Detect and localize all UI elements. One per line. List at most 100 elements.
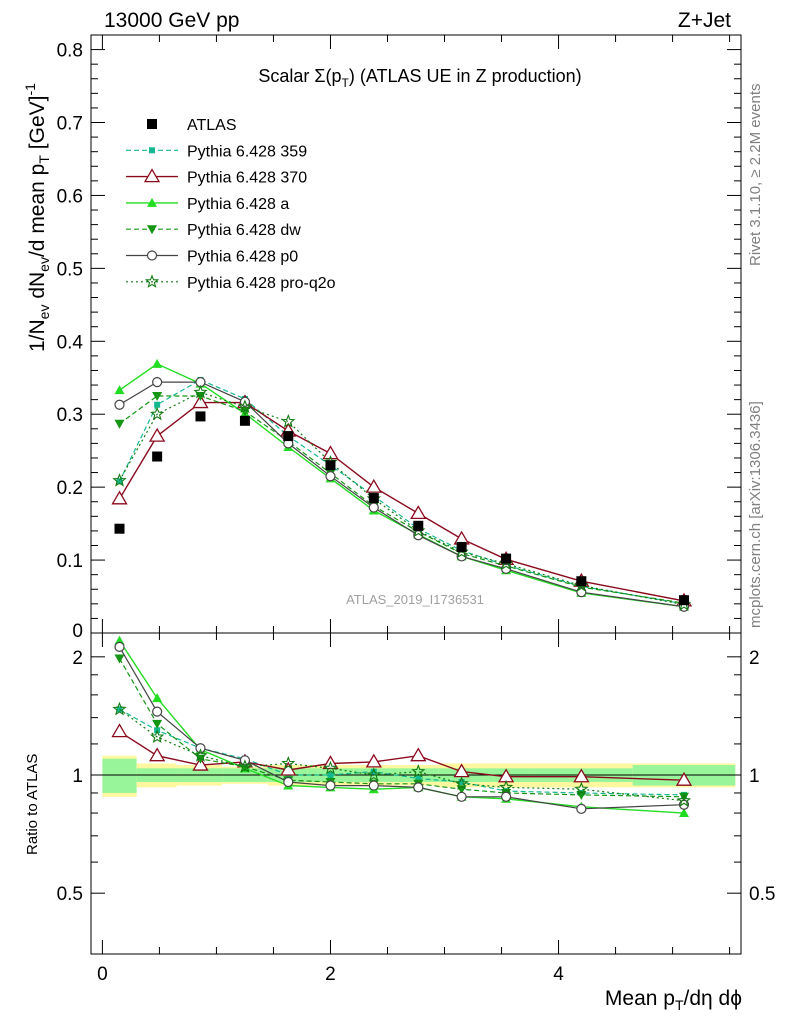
data-point-atlas [678,595,689,606]
data-point-atlas [501,553,512,564]
ratio-point-pp0 [500,791,512,802]
data-point-atlas [152,451,163,462]
analysis-watermark: ATLAS_2019_I1736531 [346,592,484,607]
ratio-point-pq2o [193,748,208,762]
legend-label-p370: Pythia 6.428 370 [187,170,307,187]
data-point-pp0 [325,471,336,482]
ratio-point-pa [678,808,689,818]
ratio-plot-frame [90,632,742,955]
y-tick-label: 0.4 [57,332,84,353]
ratio-point-pq2o [411,764,426,778]
ratio-line-p370 [119,731,685,781]
data-point-atlas [576,576,587,587]
data-point-pa [152,358,163,368]
mcplots-label: mcplots.cern.ch [arXiv:1306.3436] [747,401,764,628]
ratio-line-pp0 [118,646,685,810]
y-tick-label: 0.8 [57,41,83,62]
ratio-y-axis-label: Ratio to ATLAS [24,754,41,855]
ratio-point-p370 [365,753,382,768]
data-point-atlas [456,541,467,552]
main-y-axis-label: 1/Nev dNev/d mean pT [GeV]-1 [22,83,52,352]
data-point-p370 [111,490,128,505]
legend-marker-atlas [147,119,157,129]
data-point-atlas [239,415,250,426]
ratio-y-tick-label: 0.5 [57,884,83,905]
legend-marker-pq2o [144,274,160,288]
ratio-point-p370 [675,771,693,786]
ratio-point-pq2o [574,781,589,796]
ratio-line-p359 [119,708,685,796]
ratio-band-inner [102,758,137,793]
x-tick-label: 4 [553,964,564,985]
ratio-y-tick-label-right: 2 [749,648,760,669]
plot-title: Scalar Σ(pT) (ATLAS UE in Z production) [258,66,581,90]
ratio-point-pdw [114,654,125,664]
ratio-point-pq2o [237,759,253,773]
data-point-p370 [322,445,339,460]
data-point-pp0 [152,377,163,388]
data-point-pp0 [500,563,512,574]
ratio-y-tick-label: 1 [72,766,83,787]
data-point-pp0 [368,502,379,513]
data-point-pa [114,385,125,395]
ratio-point-pdw [678,792,689,802]
ratio-point-p370 [280,761,297,776]
process-label: Z+Jet [678,9,731,32]
ratio-point-pq2o [676,793,692,807]
ratio-point-pp0 [368,780,379,791]
ratio-point-pq2o [112,701,127,716]
legend: ATLAS Pythia 6.428 359 Pythia 6.428 370 Pyt… [126,117,336,292]
ratio-point-p359 [327,772,334,779]
ratio-point-p359 [458,778,465,785]
legend-label-pdw: Pythia 6.428 dw [187,222,301,239]
y-tick-label: 0.7 [57,114,83,135]
ratio-axis-ticks: 0.5 0.5 1 1 2 2 0 2 4 [57,633,775,985]
legend-label-p359: Pythia 6.428 359 [187,143,307,160]
data-point-pq2o [112,473,127,487]
ratio-point-pq2o [366,767,381,782]
ratio-point-pa [152,693,163,703]
data-point-atlas [325,460,336,471]
ratio-point-pp0 [114,641,125,652]
ratio-point-pq2o [149,729,165,744]
legend-marker-p359 [149,147,155,154]
x-tick-label: 0 [97,964,108,985]
ratio-point-p370 [573,768,590,783]
ratio-point-pp0 [456,791,467,802]
data-point-atlas [368,493,379,504]
ratio-y-tick-label: 2 [72,648,83,669]
data-point-atlas [195,411,206,422]
legend-marker-pdw [147,225,157,235]
x-tick-label: 2 [325,964,336,985]
ratio-point-pq2o [323,760,338,775]
ratio-point-pq2o [498,779,514,794]
y-tick-label: 0 [72,621,83,642]
y-tick-label: 0.6 [57,186,83,207]
legend-label-pq2o: Pythia 6.428 pro-q2o [187,275,336,292]
data-point-pdw [152,391,163,401]
y-tick-label: 0.3 [57,405,83,426]
ratio-point-pa [114,635,125,645]
ratio-point-p370 [149,747,166,762]
ratio-line-pq2o [119,708,685,802]
ratio-point-pq2o [454,776,469,790]
main-axis-ticks: 0.1 0.2 0.3 0.4 0.5 0.6 0.7 0.8 0 [57,35,741,642]
legend-label-pp0: Pythia 6.428 p0 [187,249,298,266]
data-point-pp0 [114,399,125,410]
data-point-atlas [114,523,125,534]
energy-label: 13000 GeV pp [104,9,239,32]
data-point-pq2o [149,406,165,421]
data-point-p370 [149,427,166,442]
ratio-point-pp0 [576,803,587,814]
data-point-atlas [413,520,424,531]
ratio-point-pp0 [325,780,336,791]
data-point-p359 [154,401,161,408]
ratio-y-tick-label-right: 1 [749,766,760,787]
x-axis-label: Mean pT/dη dϕ [605,987,742,1013]
data-point-pq2o [281,413,296,428]
data-point-pq2o [193,384,208,399]
legend-marker-p370 [143,168,161,183]
y-tick-label: 0.2 [57,478,83,499]
y-tick-label: 0.1 [57,551,83,572]
